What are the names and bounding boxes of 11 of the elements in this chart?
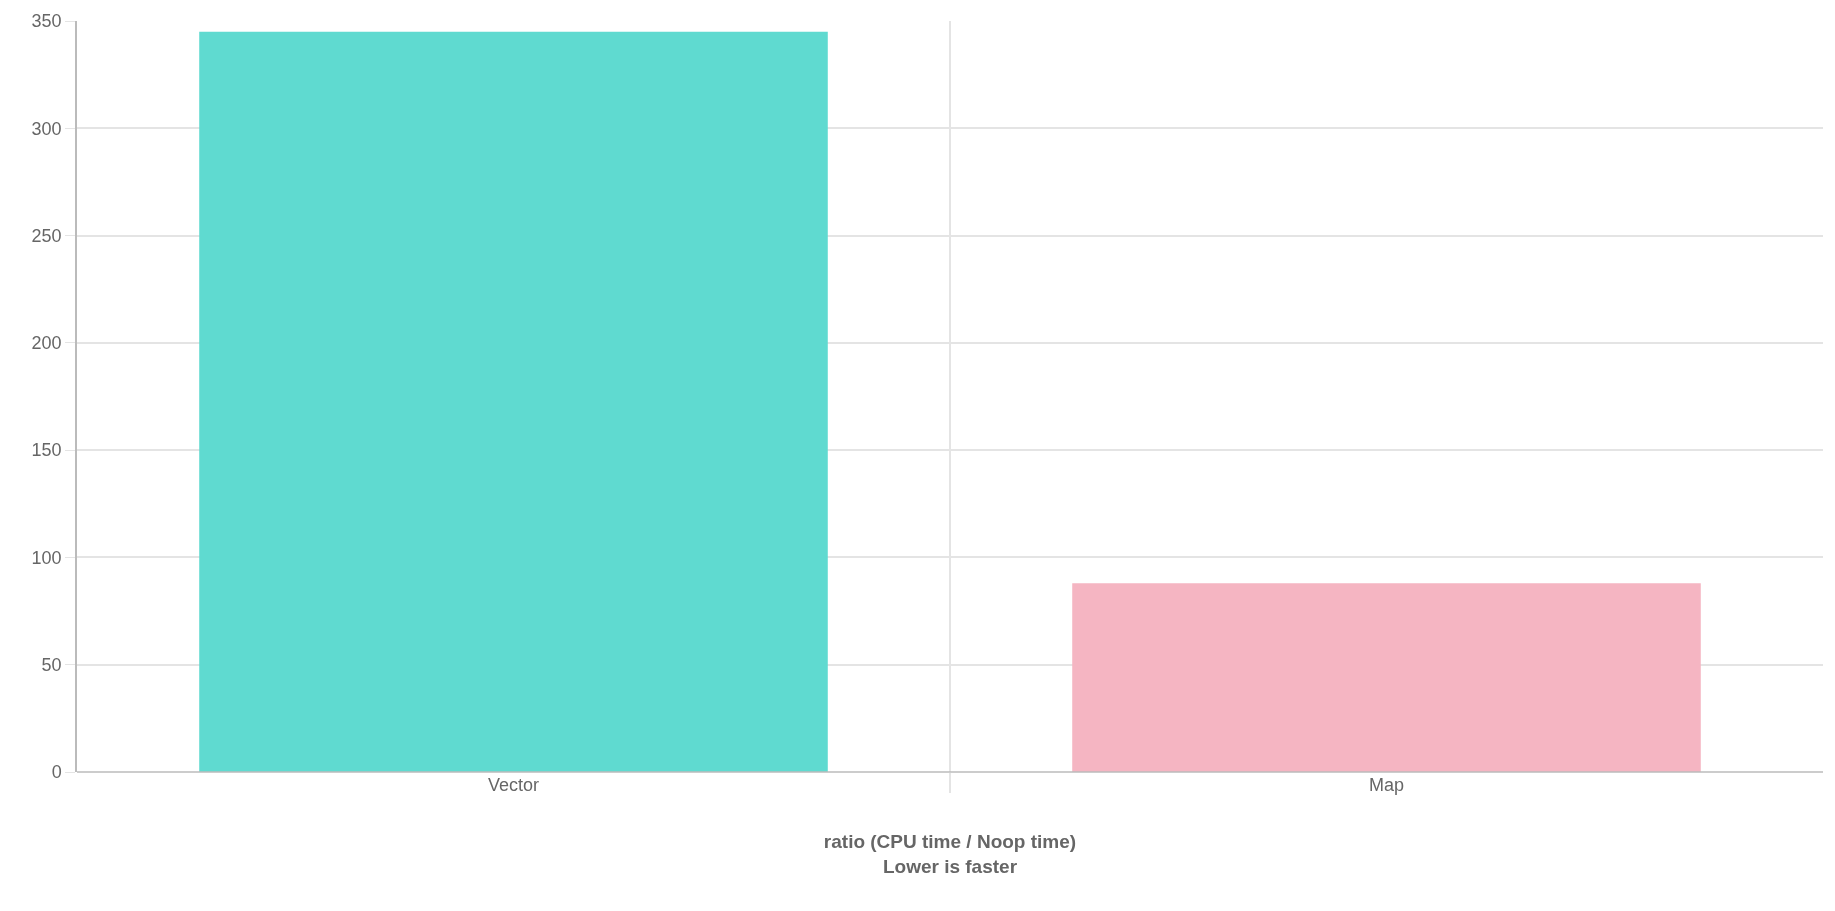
y-tick-label: 300 <box>31 118 62 139</box>
y-tick-label: 50 <box>41 655 62 676</box>
y-tick-label: 200 <box>31 333 62 354</box>
y-tick-label: 0 <box>51 762 62 783</box>
y-tick-label: 150 <box>31 440 62 461</box>
x-axis-title: ratio (CPU time / Noop time) Lower is faster <box>823 830 1077 877</box>
x-tick-label: Vector <box>487 775 540 795</box>
y-tick-label: 250 <box>31 225 62 246</box>
y-tick-label: 100 <box>31 547 62 568</box>
x-tick-label: Map <box>1368 775 1405 795</box>
y-tick-label: 350 <box>31 11 62 32</box>
